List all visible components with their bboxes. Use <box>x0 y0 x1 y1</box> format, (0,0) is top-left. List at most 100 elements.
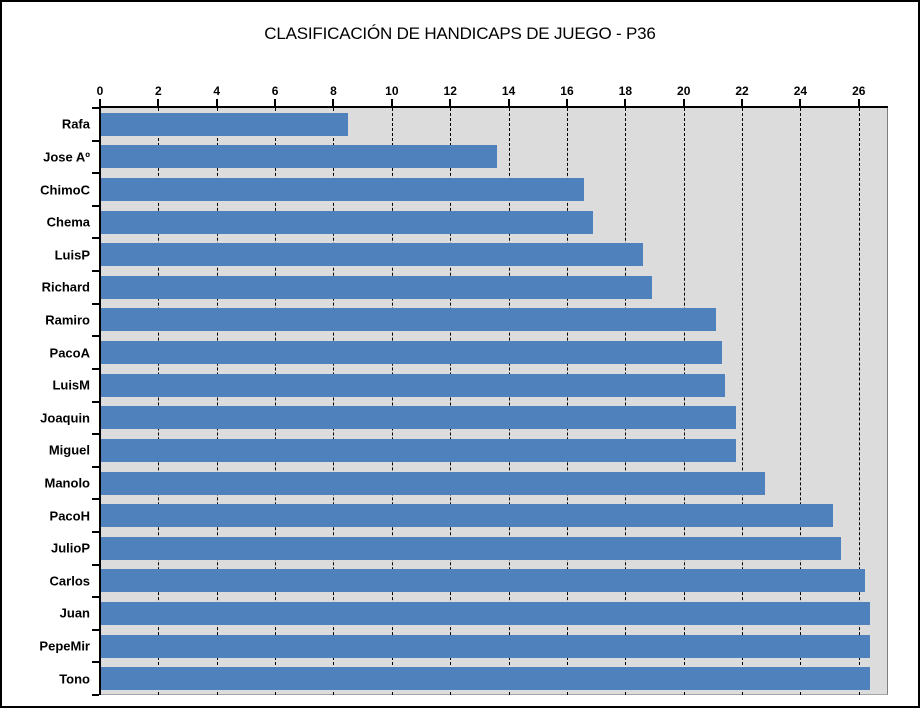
y-tick-11 <box>92 465 99 468</box>
x-tick-label-20: 20 <box>677 84 691 98</box>
category-label-LuisP: LuisP <box>54 247 90 263</box>
y-tick-15 <box>92 596 99 599</box>
bar-Chema <box>101 210 594 234</box>
x-tick-label-14: 14 <box>501 84 516 98</box>
y-tick-5 <box>92 270 99 273</box>
x-tick-16 <box>565 99 568 106</box>
category-label-Rafa: Rafa <box>61 116 90 132</box>
gridline-8 <box>333 108 335 695</box>
x-tick-22 <box>741 99 744 106</box>
bar-Manolo <box>101 471 766 495</box>
gridline-16 <box>566 108 568 695</box>
y-tick-17 <box>92 661 99 664</box>
y-tick-13 <box>92 530 99 533</box>
x-tick-10 <box>390 99 393 106</box>
x-tick-0 <box>99 99 101 106</box>
y-tick-0 <box>92 107 99 109</box>
y-tick-14 <box>92 563 99 566</box>
x-tick-8 <box>332 99 335 106</box>
category-label-Ramiro: Ramiro <box>45 312 90 328</box>
bar-LuisP <box>101 243 643 267</box>
bar-Joaquin <box>101 406 737 430</box>
category-label-Miguel: Miguel <box>48 442 90 458</box>
category-label-ChimoC: ChimoC <box>40 182 90 198</box>
y-axis-line <box>99 106 101 695</box>
bar-LuisM <box>101 373 725 397</box>
category-label-Carlos: Carlos <box>49 573 90 589</box>
y-tick-2 <box>92 172 99 175</box>
category-label-Richard: Richard <box>41 279 90 295</box>
category-label-Joaquin: Joaquin <box>40 410 90 426</box>
gridline-12 <box>450 108 452 695</box>
bar-Jose Aº <box>101 145 497 169</box>
x-tick-14 <box>507 99 510 106</box>
x-tick-label-4: 4 <box>213 84 221 98</box>
category-label-JulioP: JulioP <box>50 540 90 556</box>
x-axis-line <box>99 106 888 108</box>
x-tick-4 <box>215 99 218 106</box>
gridline-26 <box>858 108 860 695</box>
gridline-24 <box>800 108 802 695</box>
plot-area <box>100 108 888 695</box>
gridline-2 <box>158 108 160 695</box>
x-tick-12 <box>449 99 452 106</box>
category-label-Juan: Juan <box>59 605 90 621</box>
y-tick-6 <box>92 302 99 305</box>
y-tick-12 <box>92 498 99 501</box>
x-tick-20 <box>682 99 685 106</box>
x-tick-label-6: 6 <box>271 84 279 98</box>
x-tick-label-12: 12 <box>443 84 457 98</box>
y-tick-4 <box>92 237 99 240</box>
y-tick-9 <box>92 400 99 403</box>
y-tick-3 <box>92 204 99 207</box>
y-tick-18 <box>92 694 99 696</box>
x-tick-24 <box>799 99 802 106</box>
bar-Tono <box>101 667 871 691</box>
category-label-PacoH: PacoH <box>49 508 90 524</box>
category-label-Tono: Tono <box>59 671 90 687</box>
gridline-14 <box>508 108 510 695</box>
x-tick-label-18: 18 <box>618 84 633 98</box>
category-label-Chema: Chema <box>46 214 90 230</box>
category-label-LuisM: LuisM <box>52 377 90 393</box>
bar-Carlos <box>101 569 865 593</box>
bar-Ramiro <box>101 308 716 332</box>
y-tick-1 <box>92 139 99 142</box>
gridline-4 <box>216 108 218 695</box>
x-tick-6 <box>274 99 277 106</box>
x-tick-label-2: 2 <box>155 84 162 98</box>
gridline-10 <box>391 108 393 695</box>
x-tick-label-0: 0 <box>96 84 104 98</box>
x-tick-26 <box>857 99 860 106</box>
y-tick-8 <box>92 367 99 370</box>
x-tick-18 <box>624 99 627 106</box>
x-tick-label-10: 10 <box>385 84 399 98</box>
y-tick-16 <box>92 628 99 631</box>
gridline-20 <box>683 108 685 695</box>
category-label-Manolo: Manolo <box>44 475 91 491</box>
chart-title: CLASIFICACIÓN DE HANDICAPS DE JUEGO - P3… <box>264 24 656 43</box>
category-label-PacoA: PacoA <box>49 345 90 361</box>
x-tick-2 <box>157 99 160 106</box>
bar-Miguel <box>101 438 737 462</box>
x-tick-label-16: 16 <box>560 84 574 98</box>
bar-Richard <box>101 275 652 299</box>
bar-PacoH <box>101 504 833 528</box>
y-tick-7 <box>92 335 99 338</box>
gridline-18 <box>625 108 627 695</box>
gridline-6 <box>275 108 277 695</box>
category-label-Jose Aº: Jose Aº <box>43 149 90 165</box>
bar-JulioP <box>101 536 842 560</box>
bar-Rafa <box>101 112 349 136</box>
bar-ChimoC <box>101 178 585 202</box>
x-tick-label-22: 22 <box>735 84 749 98</box>
bar-PacoA <box>101 341 722 365</box>
x-tick-label-26: 26 <box>852 84 866 98</box>
y-tick-10 <box>92 433 99 436</box>
gridline-22 <box>742 108 744 695</box>
bar-PepeMir <box>101 634 871 658</box>
category-label-PepeMir: PepeMir <box>39 638 90 654</box>
x-tick-label-8: 8 <box>330 84 337 98</box>
x-tick-label-24: 24 <box>793 84 808 98</box>
